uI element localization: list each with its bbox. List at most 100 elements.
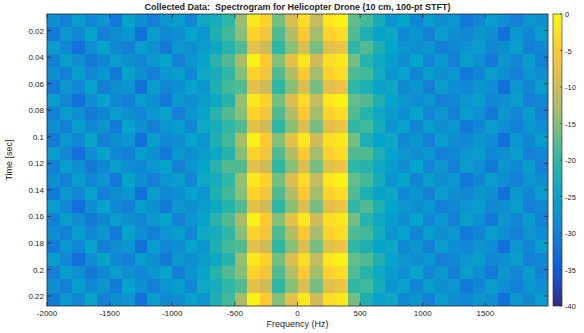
- cell: [147, 253, 160, 267]
- cell: [185, 253, 198, 267]
- cell: [247, 226, 260, 240]
- cell: [260, 14, 273, 28]
- cell: [285, 253, 298, 267]
- cell: [235, 147, 248, 161]
- cell: [398, 200, 411, 214]
- cell: [60, 80, 73, 94]
- cell: [523, 107, 536, 121]
- cell: [122, 187, 135, 201]
- cell: [510, 240, 523, 254]
- cell: [210, 187, 223, 201]
- cell: [235, 80, 248, 94]
- cell: [360, 27, 373, 41]
- cell: [147, 120, 160, 134]
- cell: [147, 147, 160, 161]
- cell: [335, 173, 348, 187]
- cell: [47, 293, 60, 306]
- cell: [235, 293, 248, 306]
- cell: [60, 226, 73, 240]
- cell: [485, 213, 498, 227]
- cell: [222, 279, 235, 293]
- cell: [535, 120, 548, 134]
- plot-background: [47, 14, 548, 306]
- cell: [385, 80, 398, 94]
- cell: [310, 266, 323, 280]
- cell: [473, 213, 486, 227]
- cell: [323, 293, 336, 306]
- cell: [360, 173, 373, 187]
- cell: [160, 27, 173, 41]
- cell: [435, 187, 448, 201]
- cell: [385, 279, 398, 293]
- cell: [97, 226, 110, 240]
- cell: [197, 147, 210, 161]
- cell: [460, 41, 473, 55]
- x-tick: [422, 14, 423, 18]
- cell: [185, 94, 198, 108]
- cell: [473, 67, 486, 81]
- cell: [310, 187, 323, 201]
- cell: [47, 240, 60, 254]
- cell: [185, 67, 198, 81]
- cell: [435, 240, 448, 254]
- cell: [285, 293, 298, 306]
- cell: [310, 213, 323, 227]
- cell: [435, 133, 448, 147]
- cell: [85, 94, 98, 108]
- cell: [210, 80, 223, 94]
- cell: [310, 240, 323, 254]
- cell: [323, 27, 336, 41]
- cell: [185, 27, 198, 41]
- cell: [373, 187, 386, 201]
- cell: [172, 160, 185, 174]
- cell: [110, 41, 123, 55]
- cell: [260, 120, 273, 134]
- cell: [310, 279, 323, 293]
- cell: [272, 266, 285, 280]
- cell: [385, 226, 398, 240]
- cell: [97, 27, 110, 41]
- cell: [185, 80, 198, 94]
- cell: [47, 147, 60, 161]
- cell: [373, 14, 386, 28]
- cell: [147, 54, 160, 68]
- cell: [260, 54, 273, 68]
- cell: [72, 213, 85, 227]
- y-tick: [544, 216, 548, 217]
- cell: [172, 293, 185, 306]
- cell: [260, 41, 273, 55]
- cell: [85, 14, 98, 28]
- cell: [448, 94, 461, 108]
- cell: [122, 107, 135, 121]
- cell: [260, 226, 273, 240]
- cell: [410, 213, 423, 227]
- y-tick: [47, 110, 51, 111]
- cell: [285, 120, 298, 134]
- cell: [485, 107, 498, 121]
- cell: [160, 133, 173, 147]
- y-tick: [47, 242, 51, 243]
- colorbar: [553, 14, 562, 306]
- cell: [147, 67, 160, 81]
- cell: [310, 293, 323, 306]
- cell: [423, 133, 436, 147]
- cell: [110, 173, 123, 187]
- cell: [498, 187, 511, 201]
- cell: [122, 14, 135, 28]
- cell: [460, 240, 473, 254]
- cell: [47, 80, 60, 94]
- cell: [385, 147, 398, 161]
- cell: [385, 187, 398, 201]
- cell: [110, 293, 123, 306]
- cell: [60, 200, 73, 214]
- cell: [298, 187, 311, 201]
- cell: [185, 279, 198, 293]
- cell: [348, 173, 361, 187]
- cell: [222, 173, 235, 187]
- cell: [197, 133, 210, 147]
- colorbar-tick-label: -35: [565, 266, 576, 275]
- cell: [535, 173, 548, 187]
- cell: [373, 160, 386, 174]
- cell: [197, 80, 210, 94]
- cell: [535, 27, 548, 41]
